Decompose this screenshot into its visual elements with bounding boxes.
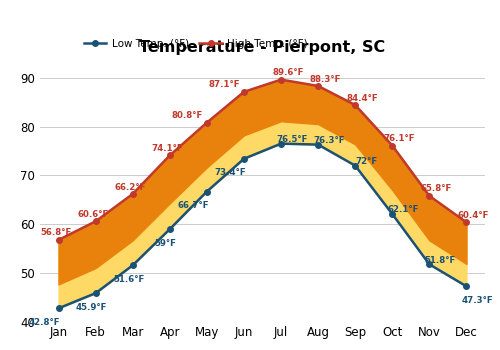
High Temp. (°F) (130, 192, 136, 196)
High Temp. (°F) (315, 84, 321, 88)
Low Temp. (°F) (204, 189, 210, 194)
Low Temp. (°F) (464, 284, 469, 288)
High Temp. (°F) (92, 219, 98, 223)
High Temp. (°F) (56, 238, 62, 242)
Text: 76.3°F: 76.3°F (314, 136, 345, 145)
Low Temp. (°F) (130, 263, 136, 267)
Text: 73.4°F: 73.4°F (214, 168, 246, 177)
Text: 60.6°F: 60.6°F (77, 210, 108, 219)
High Temp. (°F) (352, 103, 358, 107)
Title: Temperature - Pierpont, SC: Temperature - Pierpont, SC (140, 40, 386, 55)
Legend: Low Temp. (°F), High Temp. (°F): Low Temp. (°F), High Temp. (°F) (80, 35, 312, 53)
Text: 62.1°F: 62.1°F (388, 205, 419, 214)
Text: 87.1°F: 87.1°F (209, 80, 240, 89)
Text: 56.8°F: 56.8°F (40, 229, 72, 237)
High Temp. (°F) (204, 120, 210, 125)
Text: 45.9°F: 45.9°F (76, 302, 107, 312)
Text: 74.1°F: 74.1°F (151, 144, 183, 153)
Text: 66.7°F: 66.7°F (177, 201, 208, 210)
Low Temp. (°F) (352, 163, 358, 168)
Text: 51.8°F: 51.8°F (425, 256, 456, 265)
Text: 60.4°F: 60.4°F (458, 211, 489, 220)
Text: 51.6°F: 51.6°F (113, 275, 144, 284)
Low Temp. (°F) (315, 142, 321, 147)
Text: 42.8°F: 42.8°F (29, 318, 60, 327)
High Temp. (°F) (390, 144, 396, 148)
High Temp. (°F) (278, 77, 284, 82)
Low Temp. (°F) (278, 141, 284, 146)
Low Temp. (°F) (167, 227, 173, 231)
Line: Low Temp. (°F): Low Temp. (°F) (56, 141, 469, 311)
Text: 65.8°F: 65.8°F (420, 184, 452, 194)
Low Temp. (°F) (426, 262, 432, 266)
Low Temp. (°F) (390, 212, 396, 216)
Low Temp. (°F) (92, 291, 98, 295)
Text: 66.2°F: 66.2°F (114, 182, 146, 191)
Text: 84.4°F: 84.4°F (346, 93, 378, 103)
Text: 76.1°F: 76.1°F (384, 134, 415, 143)
Low Temp. (°F) (56, 306, 62, 310)
Text: 47.3°F: 47.3°F (462, 296, 494, 305)
High Temp. (°F) (167, 153, 173, 158)
Text: 89.6°F: 89.6°F (272, 68, 304, 77)
Text: 59°F: 59°F (154, 239, 176, 247)
Text: 76.5°F: 76.5°F (276, 135, 308, 144)
High Temp. (°F) (241, 90, 247, 94)
Text: 80.8°F: 80.8°F (172, 111, 203, 120)
Low Temp. (°F) (241, 157, 247, 161)
Text: 88.3°F: 88.3°F (310, 75, 341, 84)
Line: High Temp. (°F): High Temp. (°F) (56, 77, 469, 243)
High Temp. (°F) (464, 220, 469, 224)
Text: 72°F: 72°F (356, 157, 378, 166)
High Temp. (°F) (426, 194, 432, 198)
